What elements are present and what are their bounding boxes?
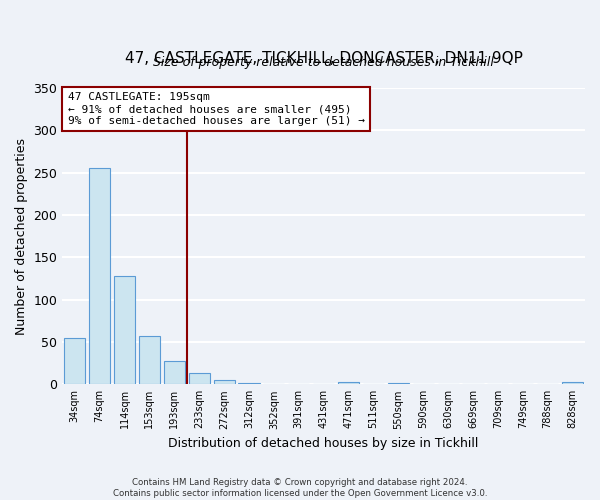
Text: 47 CASTLEGATE: 195sqm
← 91% of detached houses are smaller (495)
9% of semi-deta: 47 CASTLEGATE: 195sqm ← 91% of detached … xyxy=(68,92,365,126)
Bar xyxy=(562,382,583,384)
Bar xyxy=(188,374,210,384)
Text: Contains HM Land Registry data © Crown copyright and database right 2024.
Contai: Contains HM Land Registry data © Crown c… xyxy=(113,478,487,498)
Title: 47, CASTLEGATE, TICKHILL, DONCASTER, DN11 9QP: 47, CASTLEGATE, TICKHILL, DONCASTER, DN1… xyxy=(125,51,523,66)
Bar xyxy=(89,168,110,384)
Bar xyxy=(164,362,185,384)
X-axis label: Distribution of detached houses by size in Tickhill: Distribution of detached houses by size … xyxy=(169,437,479,450)
Bar xyxy=(64,338,85,384)
Bar xyxy=(114,276,135,384)
Bar xyxy=(139,336,160,384)
Text: Size of property relative to detached houses in Tickhill: Size of property relative to detached ho… xyxy=(153,56,494,69)
Bar xyxy=(338,382,359,384)
Y-axis label: Number of detached properties: Number of detached properties xyxy=(15,138,28,334)
Bar xyxy=(214,380,235,384)
Bar xyxy=(388,382,409,384)
